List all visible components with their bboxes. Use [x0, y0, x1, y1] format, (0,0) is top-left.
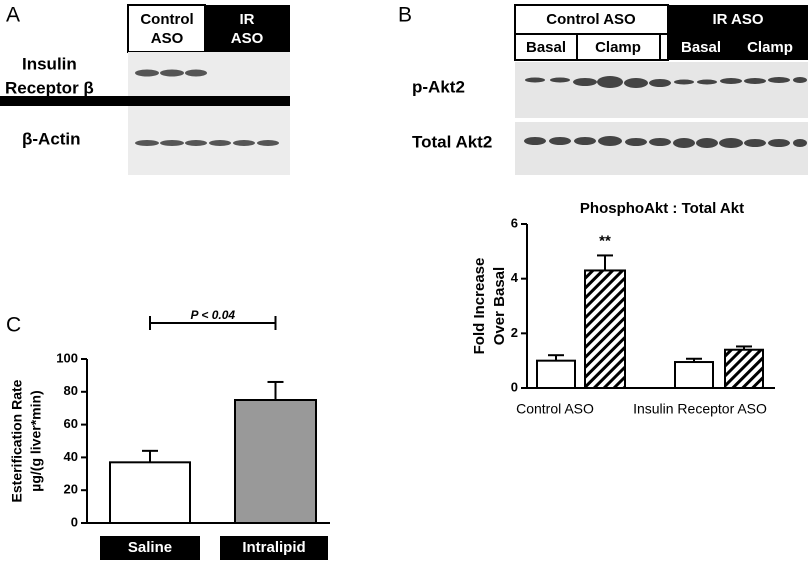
x-tick-label: Control ASO [516, 401, 594, 417]
header-label: IR ASO [712, 11, 763, 28]
y-axis-label: µg/(g liver*min) [28, 390, 44, 491]
category-box [220, 536, 328, 560]
annotation: P < 0.04 [190, 308, 235, 322]
bar [536, 359, 576, 389]
x-tick-label: Intralipid [242, 539, 305, 556]
panel-label: A [6, 4, 20, 27]
y-axis-label: Esterification Rate [9, 379, 25, 502]
panel-label: B [398, 4, 412, 27]
header-label: ASO [231, 30, 264, 47]
header-label: Clamp [595, 39, 641, 56]
bands [524, 76, 807, 148]
bracket [149, 316, 277, 330]
header-box [127, 4, 206, 53]
header-label: ASO [151, 30, 184, 47]
separator [0, 96, 290, 106]
blot [515, 122, 808, 175]
y-tick-label: 80 [64, 383, 78, 398]
y-tick-label: 4 [511, 270, 519, 285]
y-tick-label: 40 [64, 449, 78, 464]
bar [674, 361, 714, 389]
y-tick-label: 2 [511, 325, 518, 340]
y-tick-label: 100 [56, 350, 78, 365]
y-tick-label: 60 [64, 416, 78, 431]
row-label: β-Actin [22, 129, 81, 148]
row-label: Total Akt2 [412, 132, 492, 151]
bar [234, 399, 317, 524]
category-box [100, 536, 200, 560]
header-label: IR [240, 11, 255, 28]
header-label: Control ASO [546, 11, 636, 28]
y-tick-label: 20 [64, 482, 78, 497]
bar [724, 348, 764, 390]
panel-label: C [6, 314, 21, 337]
chart-title: PhosphoAkt : Total Akt [580, 200, 744, 217]
header-box [668, 5, 808, 60]
row-label: p-Akt2 [412, 77, 465, 96]
x-tick-label: Insulin Receptor ASO [633, 401, 767, 417]
blot [515, 62, 808, 118]
x-tick-label: Saline [128, 539, 172, 556]
header-label: Control [140, 11, 193, 28]
y-tick-label: 0 [511, 379, 518, 394]
y-axis-label: Over Basal [491, 267, 508, 345]
row-label: Insulin [22, 54, 77, 73]
header-box [205, 5, 290, 52]
annotation: ** [599, 232, 611, 249]
y-tick-label: 0 [71, 514, 78, 529]
header-label: Basal [526, 39, 566, 56]
bar [109, 461, 191, 525]
bands [135, 69, 279, 146]
header-label: Basal [681, 39, 721, 56]
header-label: Clamp [747, 39, 793, 56]
y-tick-label: 6 [511, 215, 518, 230]
row-label: Receptor β [5, 78, 94, 97]
bar [584, 269, 626, 390]
y-axis-label: Fold Increase [471, 258, 488, 355]
